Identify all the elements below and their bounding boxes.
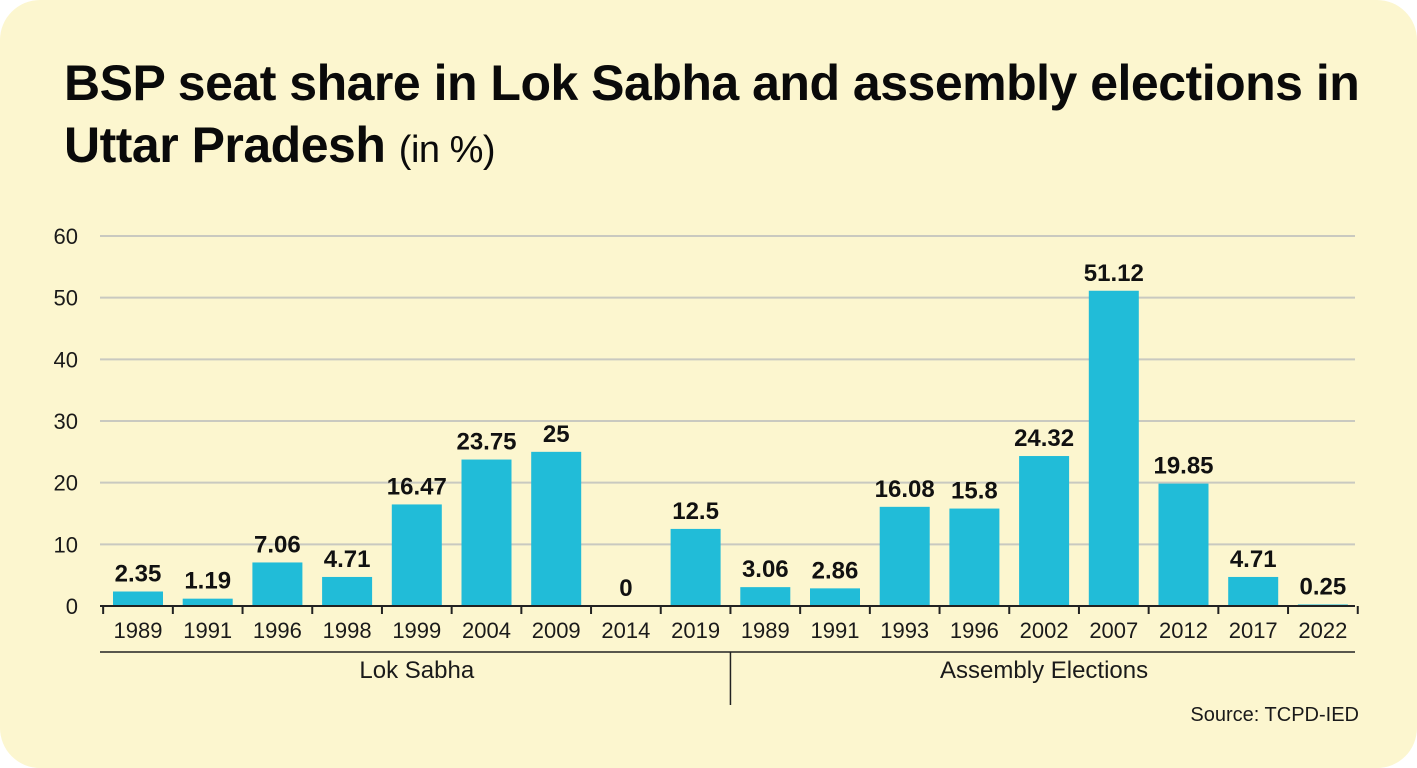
x-axis: 1989 1991 1996 1998 1999 2004 2009 2014 2019 1989… — [100, 605, 1359, 643]
x-tick-label: 1998 — [323, 618, 372, 643]
gridlines — [100, 235, 1355, 546]
value-label: 23.75 — [456, 429, 516, 456]
x-tick-label: 1989 — [741, 618, 790, 643]
x-tick-label: 1989 — [114, 618, 163, 643]
x-tick-label: 2012 — [1159, 618, 1208, 643]
chart-title: BSP seat share in Lok Sabha and assembly… — [64, 52, 1384, 181]
bar — [1158, 483, 1209, 606]
value-label: 7.06 — [254, 531, 301, 558]
value-label: 16.08 — [875, 476, 935, 503]
y-tick-label: 50 — [54, 286, 78, 311]
value-label: 16.47 — [387, 473, 447, 500]
x-tick-label: 2019 — [671, 618, 720, 643]
x-tick-label: 2007 — [1089, 618, 1138, 643]
value-label: 2.35 — [115, 561, 162, 588]
x-tick-label: 1999 — [392, 618, 441, 643]
x-tick-label: 2022 — [1298, 618, 1347, 643]
source-note: Source: TCPD-IED — [1190, 704, 1359, 726]
title-unit: (in %) — [398, 129, 496, 171]
bars — [113, 290, 1348, 606]
bar — [182, 598, 233, 606]
group-label: Lok Sabha — [359, 657, 474, 684]
value-label: 3.06 — [742, 556, 789, 583]
x-tick-label: 1996 — [950, 618, 999, 643]
bar — [810, 588, 860, 606]
x-tick-label: 2002 — [1020, 618, 1069, 643]
bar — [740, 587, 791, 606]
value-label: 12.5 — [672, 498, 719, 525]
x-tick-label: 2014 — [601, 618, 650, 643]
bar — [322, 576, 373, 606]
value-label: 24.32 — [1014, 425, 1074, 452]
value-label: 4.71 — [1230, 546, 1277, 573]
x-tick-label: 1993 — [880, 618, 929, 643]
bar — [949, 508, 1000, 606]
bar — [531, 451, 582, 606]
bar — [252, 562, 303, 606]
value-label: 25 — [543, 421, 570, 448]
value-label: 1.19 — [184, 568, 231, 595]
group-label: Assembly Elections — [940, 657, 1148, 684]
value-label: 15.8 — [951, 478, 998, 505]
value-label: 0.25 — [1300, 573, 1347, 600]
x-tick-label: 2004 — [462, 618, 511, 643]
y-axis: 0 10 20 30 40 50 60 — [54, 224, 78, 619]
value-labels: 2.35 1.19 7.06 4.71 16.47 23.75 25 0 12.5 3.06 2.8… — [115, 260, 1347, 602]
y-tick-label: 10 — [54, 532, 78, 557]
x-tick-label: 1991 — [811, 618, 860, 643]
value-label: 19.85 — [1153, 453, 1213, 480]
y-tick-label: 0 — [66, 594, 78, 619]
bar — [670, 528, 721, 606]
x-tick-label: 1996 — [253, 618, 302, 643]
y-tick-label: 60 — [54, 224, 78, 249]
bar — [1088, 290, 1139, 606]
bar — [1228, 576, 1279, 606]
bar — [461, 459, 512, 606]
bar — [391, 504, 442, 606]
x-tick-label: 2017 — [1229, 618, 1278, 643]
bar — [879, 506, 930, 606]
value-label: 2.86 — [812, 557, 859, 584]
value-label: 0 — [619, 575, 632, 602]
bar — [113, 591, 163, 606]
x-tick-label: 2009 — [532, 618, 581, 643]
y-tick-label: 30 — [54, 409, 78, 434]
value-label: 51.12 — [1084, 260, 1144, 287]
title-main: BSP seat share in Lok Sabha and assembly… — [64, 55, 1360, 173]
y-tick-label: 40 — [54, 347, 78, 372]
bar — [1019, 456, 1070, 606]
y-tick-label: 20 — [54, 471, 78, 496]
group-labels: Lok Sabha Assembly Elections — [100, 651, 1355, 705]
x-tick-label: 1991 — [183, 618, 232, 643]
value-label: 4.71 — [324, 546, 371, 573]
